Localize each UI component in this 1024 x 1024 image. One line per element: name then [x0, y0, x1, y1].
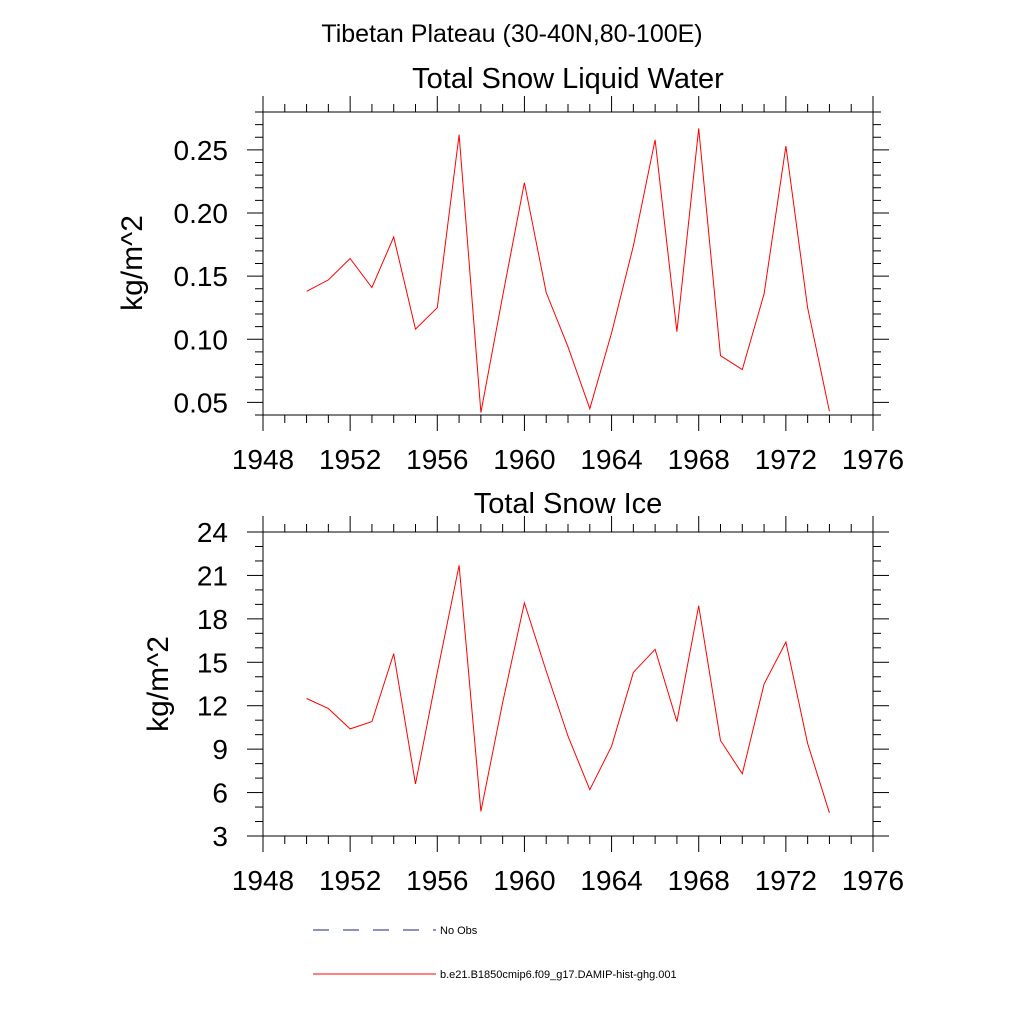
y-tick-label: 15 [197, 647, 228, 678]
y-tick-label: 18 [197, 604, 228, 635]
x-tick-label: 1972 [755, 865, 817, 896]
x-tick-label: 1948 [232, 444, 294, 475]
panel-1-title: Total Snow Liquid Water [412, 63, 724, 95]
figure-main-title: Tibetan Plateau (30-40N,80-100E) [321, 20, 702, 48]
legend-label-no-obs: No Obs [440, 925, 478, 937]
x-tick-label: 1960 [493, 865, 555, 896]
x-tick-label: 1964 [580, 444, 642, 475]
series-line [306, 128, 830, 413]
x-tick-label: 1968 [668, 444, 730, 475]
x-tick-label: 1956 [406, 865, 468, 896]
panel-2-x-tick-labels: 1948 1952 1956 1960 1964 1968 1972 1976 [232, 865, 904, 896]
y-tick-label: 0.10 [174, 324, 229, 355]
x-tick-label: 1952 [319, 865, 381, 896]
x-tick-label: 1968 [668, 865, 730, 896]
panel-snow-liquid-water: Total Snow Liquid Water kg/m^2 1948 1952 1… [116, 63, 904, 475]
series-line [306, 565, 830, 813]
y-tick-label: 0.25 [174, 135, 229, 166]
x-tick-label: 1952 [319, 444, 381, 475]
panel-1-y-tick-labels: 0.05 0.10 0.15 0.20 0.25 [174, 135, 229, 419]
x-tick-label: 1976 [842, 865, 904, 896]
panel-snow-ice: Total Snow Ice kg/m^2 1948 1952 1956 1960 19… [142, 488, 904, 896]
panel-2-series [306, 565, 830, 813]
y-tick-label: 0.05 [174, 387, 229, 418]
y-tick-label: 3 [212, 821, 228, 852]
legend-item-no-obs: No Obs [313, 925, 478, 937]
legend-item-model: b.e21.B1850cmip6.f09_g17.DAMIP-hist-ghg.… [313, 969, 677, 981]
x-tick-label: 1956 [406, 444, 468, 475]
legend-label-model: b.e21.B1850cmip6.f09_g17.DAMIP-hist-ghg.… [440, 969, 677, 981]
x-tick-label: 1964 [580, 865, 642, 896]
y-tick-label: 0.15 [174, 261, 229, 292]
x-tick-label: 1976 [842, 444, 904, 475]
y-tick-label: 24 [197, 517, 228, 548]
panel-2-title: Total Snow Ice [474, 488, 663, 520]
legend: No Obs b.e21.B1850cmip6.f09_g17.DAMIP-hi… [313, 925, 677, 981]
panel-1-y-axis-label: kg/m^2 [116, 215, 149, 311]
panel-1-plot-frame [262, 111, 874, 416]
y-tick-label: 0.20 [174, 198, 229, 229]
y-tick-label: 6 [212, 778, 228, 809]
y-tick-label: 21 [197, 560, 228, 591]
panel-2-plot-frame [262, 531, 874, 837]
panel-1-ticks [247, 96, 889, 431]
panel-1-series [306, 128, 830, 413]
x-tick-label: 1972 [755, 444, 817, 475]
y-tick-label: 9 [212, 734, 228, 765]
panel-2-ticks [247, 516, 889, 852]
y-tick-label: 12 [197, 691, 228, 722]
panel-2-y-tick-labels: 3 6 9 12 15 18 21 24 [197, 517, 228, 852]
x-tick-label: 1948 [232, 865, 294, 896]
panel-1-x-tick-labels: 1948 1952 1956 1960 1964 1968 1972 1976 [232, 444, 904, 475]
x-tick-label: 1960 [493, 444, 555, 475]
panel-2-y-axis-label: kg/m^2 [142, 636, 175, 732]
